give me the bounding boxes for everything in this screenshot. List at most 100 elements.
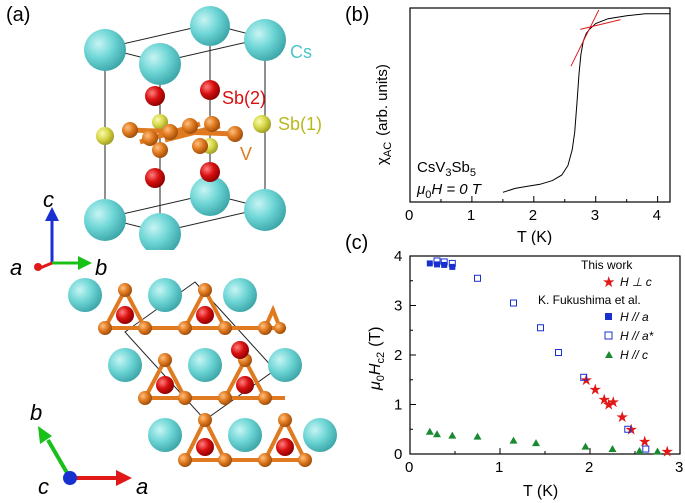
v-atom (227, 126, 243, 142)
chi-fit-lines (570, 9, 621, 67)
sb1-atom (152, 114, 168, 130)
hc2-x-tick-label: 1 (495, 459, 503, 476)
legend-fukushima: K. Fukushima et al. (538, 293, 641, 307)
v-atom (152, 142, 168, 158)
cs-atom (84, 199, 126, 241)
hc2-point-triangle (653, 447, 662, 455)
hc2-x-tick-label: 0 (405, 459, 413, 476)
hc2-points: ★★★★★★★★★ (425, 257, 674, 461)
legend-filled-square-marker (605, 313, 612, 320)
legend-triangle-marker (605, 351, 613, 358)
sb2-atom (200, 162, 220, 182)
hc2-ticks: 0 1 2 3 0 1 2 3 4 (394, 250, 683, 476)
hc2-point-open-square (624, 425, 632, 433)
panel-b-label: (b) (345, 4, 370, 26)
hc2-x-tick-label: 2 (585, 459, 593, 476)
sb2-atoms-top (116, 306, 294, 456)
axis-b-label: b (30, 400, 42, 425)
v-label: V (240, 144, 252, 164)
hc2-point-open-square (510, 299, 517, 307)
chi-x-tick-label: 2 (529, 207, 537, 224)
arrow-right-icon (116, 470, 132, 486)
hc2-point-filled-square (426, 260, 433, 267)
cs-label: Cs (290, 42, 312, 62)
crystal-structure-unit-cell: Cs Sb(2) Sb(1) V (84, 6, 322, 250)
hc2-point-open-square (555, 349, 562, 357)
hc2-legend: This work ★ H ⊥ c K. Fukushima et al. H … (538, 258, 654, 362)
axes-indicator-bottom: b c a (30, 400, 148, 499)
arrow-up-left-icon (38, 426, 52, 444)
cs-atom (139, 43, 181, 85)
panel-c-label: (c) (345, 232, 369, 254)
hc2-point-triangle (608, 445, 617, 453)
v-atom (182, 118, 198, 134)
hc2-point-triangle (425, 427, 434, 435)
hc2-point-triangle (635, 447, 644, 455)
hc2-x-tick-label: 3 (675, 459, 683, 476)
hc2-point-open-square (433, 257, 441, 265)
legend-h-a: H // a (620, 310, 649, 324)
cs-atom (244, 189, 286, 231)
v-atoms-top (98, 283, 312, 467)
legend-h-astar: H // a* (620, 329, 654, 343)
hc2-point-open-square (440, 258, 448, 266)
cs-atom (190, 176, 230, 216)
hc2-point-triangle (532, 439, 540, 447)
chi-x-ticks: 0 1 2 3 4 (405, 196, 661, 224)
axes-indicator-top: c a b (10, 187, 107, 275)
hc2-y-tick-label: 0 (394, 446, 402, 463)
hc2-y-tick-label: 1 (394, 397, 402, 414)
v-atom (162, 124, 178, 140)
compound-label: CsV3Sb5 (417, 159, 476, 179)
hc2-point-open-square (474, 274, 481, 282)
axis-a-label: a (10, 255, 22, 275)
v-kagome-bonds (101, 285, 309, 462)
cs-atom (84, 29, 126, 71)
chi-x-tick-label: 0 (405, 207, 413, 224)
sb1-label: Sb(1) (278, 114, 322, 134)
hc2-point-triangle (448, 431, 457, 439)
sb1-atom (96, 127, 114, 145)
chi-fit-flat (580, 19, 621, 30)
hc2-point-star: ★ (589, 382, 602, 399)
chi-fit-steep (570, 9, 600, 67)
hc2-x-label: T (K) (523, 483, 558, 500)
sb2-label: Sb(2) (222, 88, 266, 108)
hc2-y-tick-label: 3 (394, 298, 402, 315)
chi-x-tick-label: 4 (653, 207, 661, 224)
hc2-point-star: ★ (607, 394, 620, 411)
kagome-top-view (68, 278, 337, 467)
chi-x-tick-label: 1 (467, 207, 475, 224)
legend-h-perp-c: H ⊥ c (620, 275, 652, 289)
cs-atom (139, 213, 181, 250)
hc2-y-tick-label: 2 (394, 347, 402, 364)
hc2-point-open-square (580, 373, 588, 381)
hc2-y-tick-label: 4 (394, 250, 402, 265)
v-atom (122, 122, 138, 138)
legend-h-c: H // c (620, 348, 648, 362)
hc2-point-star: ★ (602, 397, 615, 414)
chi-plot-frame (409, 7, 671, 203)
legend-star-marker: ★ (602, 274, 615, 291)
arrow-right-icon (78, 256, 92, 270)
hc2-point-star: ★ (598, 392, 611, 409)
hc2-chart: 0 1 2 3 0 1 2 3 4 ★★★★★★★★★ μ0Hc2(T) T (K) This … (367, 250, 683, 500)
v-atom (142, 130, 158, 146)
cs-atom (244, 19, 286, 61)
hc2-point-open-square (537, 324, 544, 332)
cs-atoms-top (68, 278, 337, 452)
axis-c-dot (63, 471, 77, 485)
chi-x-tick-label: 3 (591, 207, 599, 224)
axis-c-label: c (38, 474, 49, 499)
hc2-point-triangle (581, 442, 590, 450)
sb2-atom (200, 80, 220, 100)
sb1-atom (253, 115, 271, 133)
arrow-up-icon (45, 207, 59, 221)
field-label: μ0H = 0 T (416, 181, 483, 201)
hc2-point-triangle (509, 436, 518, 444)
panel-a-label: (a) (6, 4, 31, 26)
axis-c-label: c (43, 187, 54, 212)
axis-b-label: b (95, 255, 107, 275)
hc2-point-star: ★ (616, 409, 629, 426)
